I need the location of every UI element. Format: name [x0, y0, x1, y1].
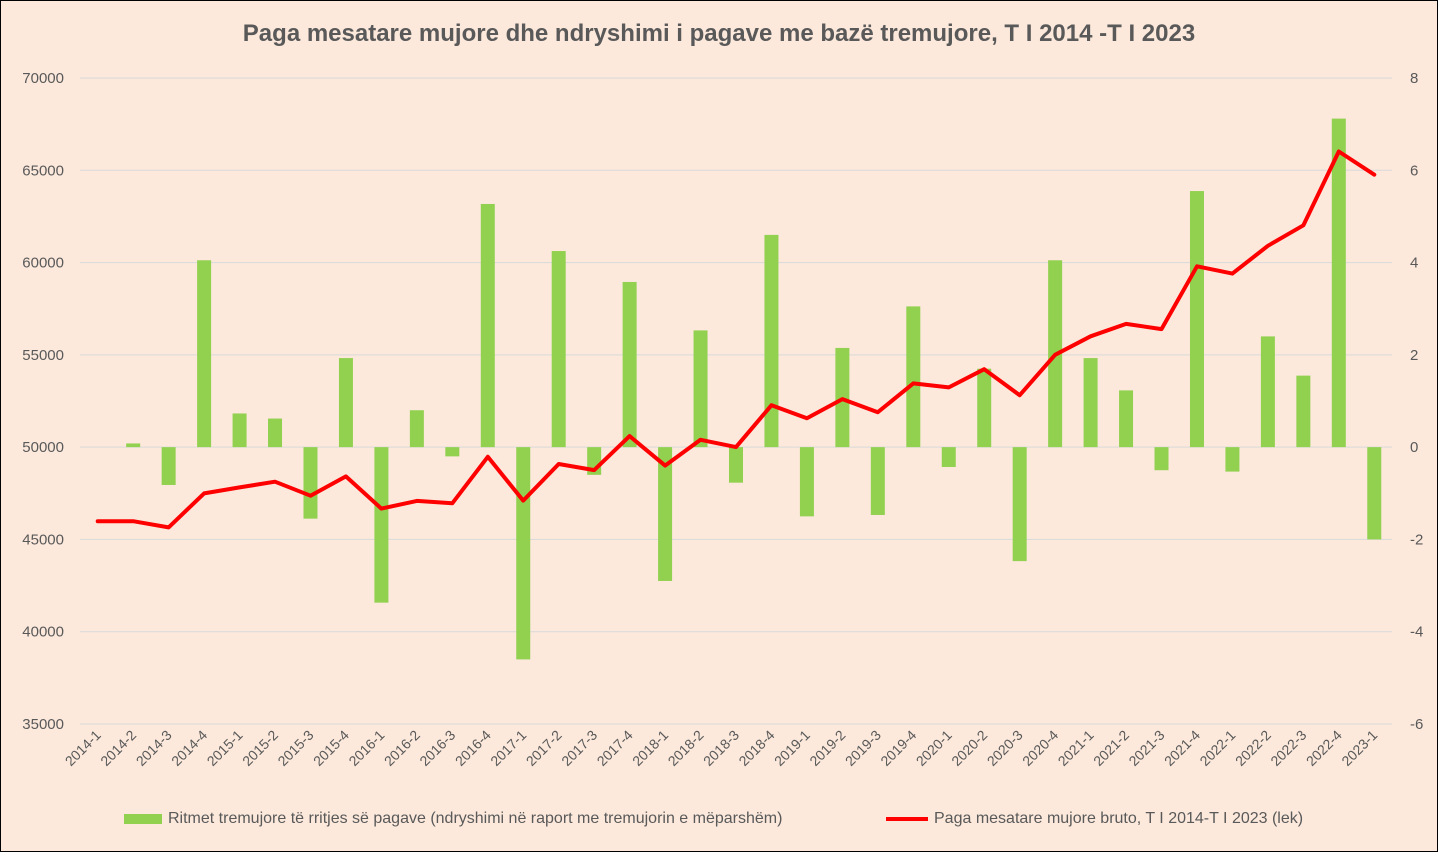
- bar: [658, 447, 673, 581]
- legend-bars: Ritmet tremujore të rritjes së pagave (n…: [124, 810, 782, 828]
- x-tick-label: 2023-1: [1338, 727, 1380, 769]
- bar: [906, 306, 921, 448]
- bar: [870, 447, 885, 515]
- bar: [693, 330, 708, 448]
- bar: [303, 447, 318, 519]
- bar: [480, 203, 495, 448]
- bar: [1260, 336, 1275, 448]
- x-tick-label: 2017-1: [487, 727, 529, 769]
- y-right-tick-label: 8: [1410, 70, 1418, 87]
- x-tick-label: 2018-3: [700, 727, 742, 769]
- x-tick-label: 2016-3: [416, 727, 458, 769]
- x-tick-label: 2014-4: [168, 727, 210, 769]
- x-tick-label: 2018-2: [665, 727, 707, 769]
- y-right-tick-label: -6: [1410, 716, 1423, 733]
- y-right-tick-label: 2: [1410, 347, 1418, 364]
- y-left-tick-label: 45000: [22, 531, 64, 548]
- x-tick-label: 2018-1: [629, 727, 671, 769]
- x-tick-label: 2021-3: [1125, 727, 1167, 769]
- legend-line-label: Paga mesatare mujore bruto, T I 2014-T I…: [934, 810, 1304, 827]
- bar: [126, 443, 141, 448]
- y-right-tick-label: 6: [1410, 162, 1418, 179]
- x-tick-label: 2021-1: [1055, 727, 1097, 769]
- x-tick-label: 2020-3: [984, 727, 1026, 769]
- y-left-tick-label: 40000: [22, 624, 64, 641]
- series-line: [95, 149, 1377, 530]
- bar: [1331, 118, 1346, 448]
- bar: [338, 358, 353, 448]
- bar: [729, 447, 743, 483]
- bar: [1296, 375, 1311, 448]
- x-tick-label: 2017-4: [594, 727, 636, 769]
- bar: [1367, 447, 1382, 540]
- bar: [232, 413, 247, 448]
- x-tick-label: 2019-1: [771, 727, 813, 769]
- x-tick-label: 2019-2: [806, 727, 848, 769]
- x-tick-label: 2018-4: [735, 727, 777, 769]
- x-tick-label: 2022-4: [1303, 727, 1345, 769]
- x-tick-label: 2019-4: [877, 727, 919, 769]
- x-tick-label: 2014-3: [133, 727, 175, 769]
- bar: [977, 368, 992, 448]
- bar: [445, 447, 460, 457]
- y-right-tick-label: 4: [1410, 255, 1418, 272]
- y-left-tick-label: 50000: [22, 439, 64, 456]
- y-right-tick-label: -4: [1410, 624, 1423, 641]
- bar: [1225, 447, 1240, 472]
- x-tick-label: 2022-2: [1232, 727, 1274, 769]
- bar: [1119, 390, 1134, 448]
- bar: [516, 447, 531, 660]
- x-tick-label: 2020-2: [948, 727, 990, 769]
- bar: [551, 251, 566, 448]
- y-left-tick-label: 35000: [22, 716, 64, 733]
- x-tick-label: 2016-2: [381, 727, 423, 769]
- bar: [764, 234, 779, 448]
- bar: [197, 260, 212, 448]
- bar: [409, 410, 424, 448]
- y-left-tick-label: 60000: [22, 255, 64, 272]
- x-tick-label: 2021-2: [1090, 727, 1132, 769]
- y-left-tick-label: 55000: [22, 347, 64, 364]
- x-tick-label: 2016-4: [452, 727, 494, 769]
- x-tick-label: 2019-3: [842, 727, 884, 769]
- bar: [1154, 447, 1169, 471]
- x-tick-label: 2015-3: [274, 727, 316, 769]
- x-tick-label: 2016-1: [345, 727, 387, 769]
- x-tick-label: 2022-3: [1267, 727, 1309, 769]
- x-tick-label: 2014-2: [97, 727, 139, 769]
- x-tick-label: 2022-1: [1196, 727, 1238, 769]
- x-tick-label: 2015-2: [239, 727, 281, 769]
- legend-bar-label: Ritmet tremujore të rritjes së pagave (n…: [168, 810, 783, 827]
- y-left-tick-label: 70000: [22, 70, 64, 87]
- x-tick-label: 2020-4: [1019, 727, 1061, 769]
- x-tick-label: 2017-3: [558, 727, 600, 769]
- chart-title: Paga mesatare mujore dhe ndryshimi i pag…: [242, 20, 1196, 47]
- bar: [1012, 447, 1027, 562]
- bar: [268, 418, 283, 448]
- x-tick-label: 2020-1: [913, 727, 955, 769]
- y-right-tick-label: 0: [1410, 439, 1418, 456]
- bar: [622, 281, 637, 448]
- bar: [374, 447, 389, 603]
- x-tick-label: 2021-4: [1161, 727, 1203, 769]
- legend-line: Paga mesatare mujore bruto, T I 2014-T I…: [886, 810, 1303, 828]
- legend-line-swatch: [886, 817, 928, 821]
- legend-bar-swatch: [124, 814, 162, 824]
- bar: [941, 447, 956, 467]
- bar: [1083, 358, 1098, 448]
- bar: [799, 447, 814, 517]
- x-tick-label: 2014-1: [62, 727, 104, 769]
- x-tick-label: 2015-4: [310, 727, 352, 769]
- x-tick-label: 2017-2: [523, 727, 565, 769]
- y-right-tick-label: -2: [1410, 531, 1423, 548]
- x-tick-label: 2015-1: [204, 727, 246, 769]
- bar: [161, 447, 176, 485]
- y-left-tick-label: 65000: [22, 162, 64, 179]
- bar: [1189, 191, 1204, 448]
